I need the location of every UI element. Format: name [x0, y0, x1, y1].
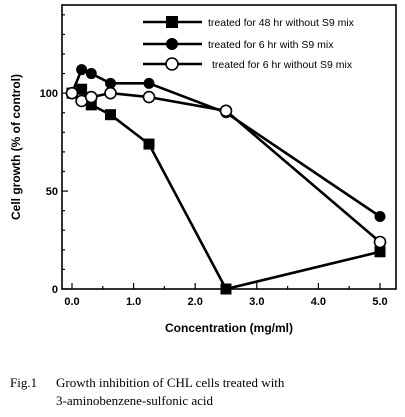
y-axis-title: Cell growth (% of control) [9, 74, 23, 220]
data-point-s3 [373, 235, 387, 249]
data-point-s3 [219, 104, 233, 118]
legend: treated for 48 hr without S9 mix treated … [143, 16, 355, 71]
legend-marker-3 [165, 57, 179, 71]
series-lines [70, 68, 381, 291]
caption-line-2: 3-aminobenzene-sulfonic acid [56, 393, 214, 408]
axis-ticks: 0.0 1.0 2.0 3.0 4.0 5.0 0 50 100 [40, 14, 388, 308]
data-point-s1 [76, 83, 88, 95]
legend-marker-1 [166, 16, 178, 28]
legend-label-2: treated for 6 hr with S9 mix [208, 39, 334, 51]
data-point-s1 [374, 246, 386, 258]
legend-marker-2 [166, 38, 178, 50]
x-axis-title: Concentration (mg/ml) [165, 321, 293, 335]
x-tick-label: 0.0 [64, 296, 79, 308]
x-tick-label: 1.0 [126, 296, 141, 308]
data-point-s3 [84, 90, 98, 104]
y-tick-label: 100 [40, 88, 58, 100]
y-tick-label: 50 [46, 186, 58, 198]
series-line-2 [70, 68, 381, 218]
data-point-s2 [76, 64, 88, 76]
x-tick-label: 3.0 [249, 296, 264, 308]
caption-number: Fig.1 [10, 375, 38, 390]
data-point-s1 [85, 99, 97, 111]
data-point-s3 [65, 86, 79, 100]
caption-line-1: Growth inhibition of CHL cells treated w… [56, 375, 285, 390]
data-point-s2 [143, 77, 155, 89]
data-point-s2 [85, 68, 97, 80]
series-markers [65, 64, 387, 295]
x-tick-label: 2.0 [188, 296, 203, 308]
line-chart: 0.0 1.0 2.0 3.0 4.0 5.0 0 50 100 treated for 48 … [9, 4, 397, 335]
series-line-1 [71, 87, 381, 291]
data-point-s1 [220, 283, 232, 295]
data-point-s3 [104, 86, 117, 100]
data-point-s2 [374, 211, 386, 223]
data-point-s1 [143, 138, 155, 150]
data-point-s2 [105, 77, 116, 89]
x-tick-label: 4.0 [311, 296, 326, 308]
figure-caption: Fig.1 Growth inhibition of CHL cells tre… [10, 374, 400, 410]
y-tick-label: 0 [52, 284, 58, 296]
legend-label-1: treated for 48 hr without S9 mix [208, 17, 355, 29]
x-tick-label: 5.0 [372, 296, 387, 308]
data-point-s3 [142, 90, 156, 104]
legend-label-3: treated for 6 hr without S9 mix [212, 59, 353, 71]
data-point-s1 [105, 109, 116, 121]
